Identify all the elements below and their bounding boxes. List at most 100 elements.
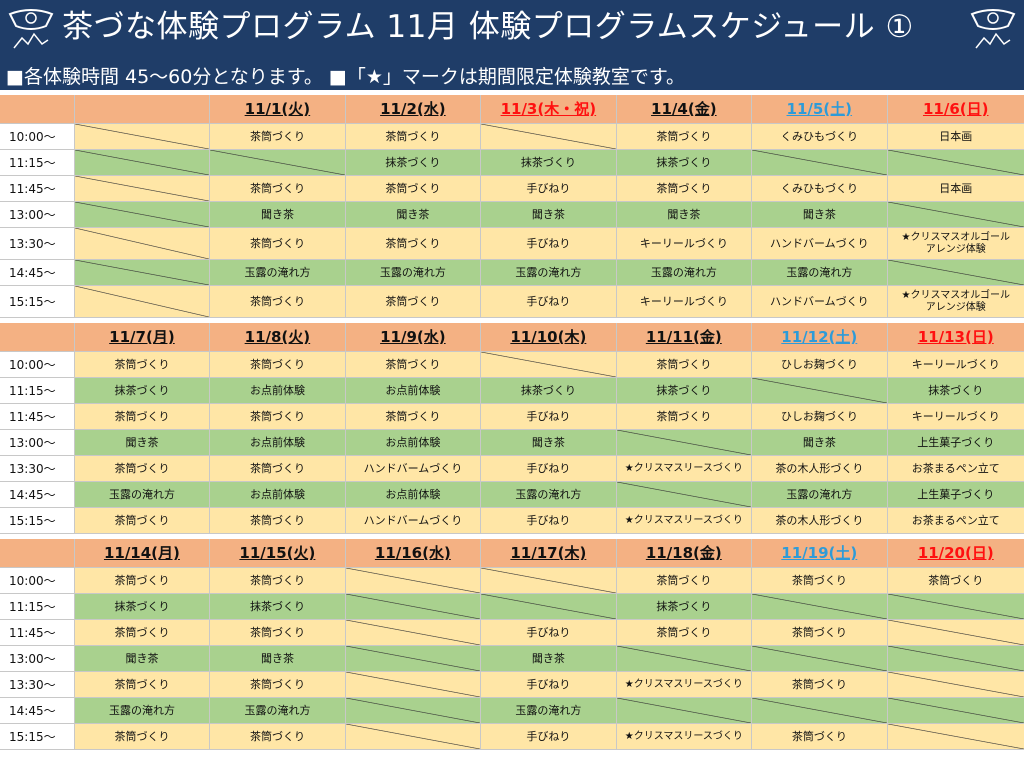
program-cell: キーリールづくり [616, 228, 753, 260]
time-slot-row: 11:15～ 抹茶づくり 抹茶づくり 抹茶づくり [0, 594, 1024, 620]
program-cell: キーリールづくり [616, 286, 753, 318]
empty-slot-cell [481, 594, 617, 620]
empty-slot-cell [887, 620, 1024, 646]
header-banner: 茶づな体験プログラム 11月 体験プログラムスケジュール ① ■各体験時間 45… [0, 0, 1024, 90]
program-cell: 茶筒づくり [74, 456, 211, 482]
program-cell: 聞き茶 [481, 430, 617, 456]
date-header-cell: 11/5(土) [752, 95, 888, 124]
time-slot-row: 11:15～ 抹茶づくり 抹茶づくり 抹茶づくり [0, 150, 1024, 176]
program-cell: 手びねり [481, 286, 617, 318]
time-slot-row: 15:15～ 茶筒づくり 茶筒づくり 手びねり キーリールづくり ハンドバームづくり ★クリ… [0, 286, 1024, 318]
date-header-cell: 11/6(日) [887, 95, 1024, 124]
program-cell: 手びねり [481, 456, 617, 482]
program-cell: 玉露の淹れ方 [74, 482, 211, 508]
time-slot-row: 14:45～ 玉露の淹れ方 玉露の淹れ方 玉露の淹れ方 玉露の淹れ方 玉露の淹れ方 [0, 260, 1024, 286]
tea-logo-icon [8, 9, 54, 49]
program-cell: 抹茶づくり [210, 594, 346, 620]
time-slot-row: 13:30～ 茶筒づくり 茶筒づくり 手びねり ★クリスマスリースづくり 茶筒づくり [0, 672, 1024, 698]
date-header-cell: 11/14(月) [74, 539, 211, 568]
time-slot-row: 11:45～ 茶筒づくり 茶筒づくり 手びねり 茶筒づくり くみひもづくり 日本画 [0, 176, 1024, 202]
empty-slot-cell [345, 698, 482, 724]
program-cell: 茶筒づくり [74, 568, 211, 594]
time-label: 10:00～ [0, 568, 75, 594]
date-header-cell: 11/11(金) [616, 323, 753, 352]
program-cell: 玉露の淹れ方 [752, 482, 888, 508]
time-label: 15:15～ [0, 508, 75, 534]
empty-slot-cell [74, 260, 211, 286]
time-label: 11:15～ [0, 150, 75, 176]
program-cell: 茶筒づくり [887, 568, 1024, 594]
program-cell: ★クリスマスリースづくり [616, 724, 753, 750]
empty-slot-cell [887, 698, 1024, 724]
program-cell: 茶筒づくり [345, 124, 482, 150]
date-header-cell: 11/16(水) [345, 539, 482, 568]
date-header-cell: 11/7(月) [74, 323, 211, 352]
program-cell: 抹茶づくり [887, 378, 1024, 404]
program-cell: 茶筒づくり [616, 176, 753, 202]
program-cell: 玉露の淹れ方 [74, 698, 211, 724]
program-cell: キーリールづくり [887, 404, 1024, 430]
program-cell: 茶筒づくり [210, 228, 346, 260]
program-cell: お茶まるペン立て [887, 508, 1024, 534]
date-header-cell: 11/15(火) [210, 539, 346, 568]
program-cell: 聞き茶 [481, 202, 617, 228]
time-label: 13:00～ [0, 430, 75, 456]
program-cell: 抹茶づくり [74, 378, 211, 404]
empty-slot-cell [345, 620, 482, 646]
program-cell: ハンドバームづくり [345, 456, 482, 482]
program-cell: 聞き茶 [752, 202, 888, 228]
program-cell: 玉露の淹れ方 [345, 260, 482, 286]
empty-slot-cell [210, 150, 346, 176]
time-label: 11:15～ [0, 594, 75, 620]
program-cell: 玉露の淹れ方 [210, 698, 346, 724]
program-cell: 茶筒づくり [74, 620, 211, 646]
empty-slot-cell [616, 646, 753, 672]
program-cell: 茶筒づくり [210, 620, 346, 646]
program-cell: 茶筒づくり [616, 620, 753, 646]
time-slot-row: 15:15～ 茶筒づくり 茶筒づくり ハンドバームづくり 手びねり ★クリスマスリースづく… [0, 508, 1024, 534]
program-cell: 茶筒づくり [210, 124, 346, 150]
empty-slot-cell [887, 594, 1024, 620]
program-cell: 茶筒づくり [616, 124, 753, 150]
time-label: 11:45～ [0, 620, 75, 646]
program-cell: 聞き茶 [74, 430, 211, 456]
empty-slot-cell [345, 672, 482, 698]
empty-slot-cell [345, 724, 482, 750]
program-cell: 手びねり [481, 404, 617, 430]
program-cell: 茶筒づくり [345, 176, 482, 202]
program-cell: 茶の木人形づくり [752, 508, 888, 534]
time-slot-row: 13:00～ 聞き茶 聞き茶 聞き茶 [0, 646, 1024, 672]
week-separator [0, 534, 1024, 539]
program-cell: 日本画 [887, 176, 1024, 202]
empty-slot-cell [481, 352, 617, 378]
date-header-cell: 11/10(木) [481, 323, 617, 352]
program-cell: 抹茶づくり [481, 378, 617, 404]
program-cell: 茶筒づくり [345, 286, 482, 318]
time-slot-row: 11:45～ 茶筒づくり 茶筒づくり 手びねり 茶筒づくり 茶筒づくり [0, 620, 1024, 646]
program-cell: 玉露の淹れ方 [481, 260, 617, 286]
program-cell: 玉露の淹れ方 [752, 260, 888, 286]
program-cell: 手びねり [481, 228, 617, 260]
program-cell: お点前体験 [210, 482, 346, 508]
program-cell: 抹茶づくり [481, 150, 617, 176]
empty-slot-cell [345, 646, 482, 672]
empty-slot-cell [616, 430, 753, 456]
time-slot-row: 13:00～ 聞き茶 お点前体験 お点前体験 聞き茶 聞き茶 上生菓子づくり [0, 430, 1024, 456]
program-cell: 玉露の淹れ方 [481, 698, 617, 724]
empty-slot-cell [616, 482, 753, 508]
program-cell: 茶筒づくり [74, 352, 211, 378]
empty-slot-cell [345, 568, 482, 594]
program-cell: ★クリスマスリースづくり [616, 456, 753, 482]
date-header-cell: 11/13(日) [887, 323, 1024, 352]
empty-slot-cell [887, 646, 1024, 672]
program-cell: 茶筒づくり [74, 672, 211, 698]
week-date-header: 11/14(月) 11/15(火) 11/16(水) 11/17(木) 11/18(金)… [0, 539, 1024, 568]
page-subtitle: ■各体験時間 45～60分となります。 ■「★」マークは期間限定体験教室です。 [6, 66, 686, 88]
time-label: 13:30～ [0, 456, 75, 482]
date-header-cell: 11/2(水) [345, 95, 482, 124]
program-cell: 抹茶づくり [345, 150, 482, 176]
program-cell: 茶筒づくり [210, 456, 346, 482]
program-cell: 茶筒づくり [616, 404, 753, 430]
empty-slot-cell [887, 150, 1024, 176]
time-label: 13:00～ [0, 202, 75, 228]
